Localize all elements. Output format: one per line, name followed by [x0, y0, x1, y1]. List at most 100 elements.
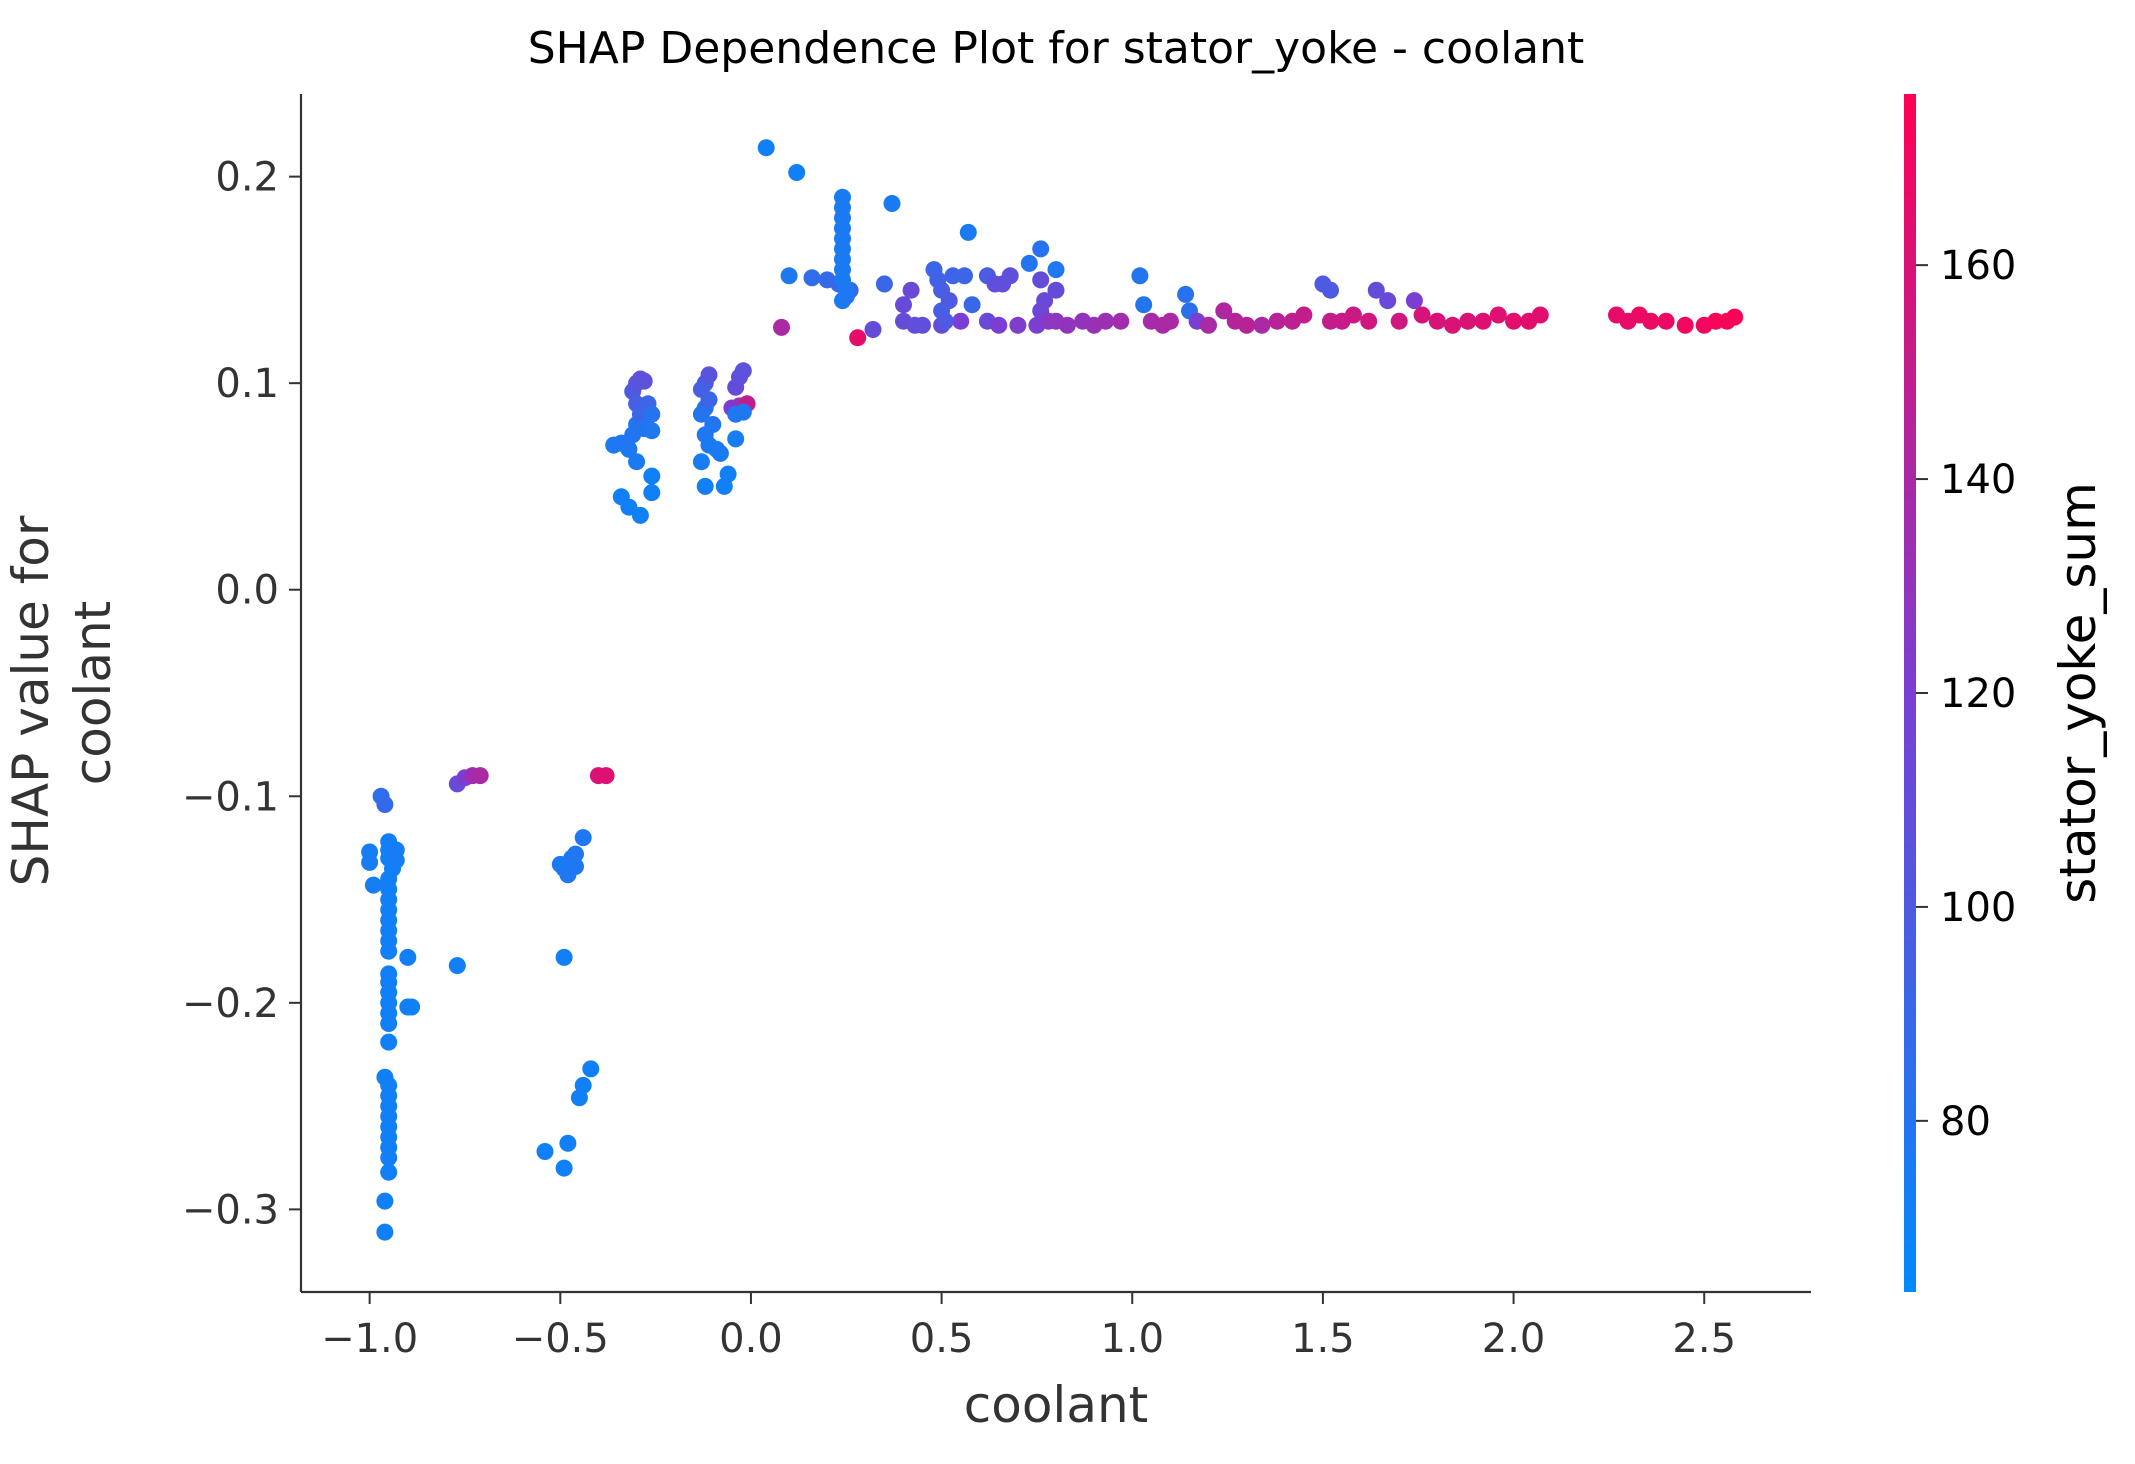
data-point: [1097, 312, 1115, 330]
data-point: [1428, 312, 1446, 330]
data-point: [471, 767, 489, 785]
y-tick-label: −0.3: [182, 1187, 279, 1233]
data-point: [380, 1163, 398, 1181]
data-point: [555, 1159, 573, 1177]
data-point: [376, 1192, 394, 1210]
data-point: [380, 1033, 398, 1051]
data-point: [788, 164, 806, 181]
scatter-points: [361, 139, 1744, 1241]
data-point: [380, 1015, 398, 1032]
data-point: [895, 296, 912, 314]
data-point: [1413, 306, 1431, 324]
y-tick-label: 0.2: [215, 155, 279, 201]
data-point: [570, 1089, 588, 1107]
data-point: [914, 316, 931, 334]
data-point: [376, 1223, 394, 1241]
data-point: [364, 876, 382, 894]
data-point: [803, 269, 821, 287]
x-tick-label: 1.0: [1100, 1316, 1164, 1362]
data-point: [376, 796, 394, 813]
colorbar-ticks: 80 100 120 140 160: [1916, 243, 2016, 1145]
data-point: [380, 942, 398, 960]
colorbar-tick-label: 100: [1940, 885, 2016, 931]
x-tick-label: −1.0: [321, 1316, 418, 1362]
y-tick-label: −0.1: [182, 774, 279, 820]
data-point: [757, 139, 775, 157]
data-point: [734, 362, 752, 380]
data-point: [597, 767, 615, 785]
y-tick-label: 0.1: [215, 361, 279, 407]
data-point: [727, 430, 745, 448]
data-point: [1238, 316, 1256, 334]
data-point: [1322, 281, 1339, 299]
data-point: [635, 372, 653, 390]
chart-title: SHAP Dependence Plot for stator_yoke - c…: [528, 23, 1585, 74]
data-point: [1367, 281, 1385, 299]
y-axis-label: SHAP value for coolant: [2, 500, 122, 887]
data-point: [1009, 316, 1027, 334]
data-point: [1032, 271, 1050, 289]
data-point: [643, 405, 661, 423]
data-point: [773, 318, 790, 336]
y-ticks: −0.3 −0.2 −0.1 0.0 0.1 0.2: [182, 155, 301, 1233]
y-axis-label-line-1: SHAP value for: [2, 515, 60, 886]
data-point: [555, 948, 573, 966]
data-point: [1131, 267, 1149, 285]
data-point: [1295, 306, 1313, 324]
data-point: [643, 484, 661, 502]
data-point: [1657, 312, 1675, 330]
data-point: [952, 312, 970, 330]
colorbar: [1904, 94, 1916, 1292]
x-axis-label: coolant: [964, 1376, 1149, 1434]
x-tick-label: 2.5: [1672, 1316, 1736, 1362]
data-point: [582, 1060, 600, 1078]
data-point: [1001, 267, 1019, 285]
colorbar-label: stator_yoke_sum: [2049, 482, 2107, 904]
data-point: [1505, 312, 1523, 330]
data-point: [883, 195, 901, 212]
data-point: [361, 853, 379, 871]
data-point: [643, 467, 661, 485]
data-point: [1058, 316, 1076, 334]
data-point: [1177, 285, 1195, 303]
data-point: [700, 436, 718, 454]
data-point: [1253, 316, 1271, 334]
data-point: [1020, 254, 1038, 272]
data-point: [628, 453, 646, 471]
y-tick-label: 0.0: [215, 568, 279, 614]
data-point: [1474, 312, 1492, 330]
data-point: [1379, 292, 1397, 310]
data-point: [567, 845, 584, 863]
data-point: [1047, 261, 1065, 279]
data-point: [963, 296, 981, 314]
data-point: [1215, 302, 1233, 320]
data-point: [696, 477, 714, 495]
x-tick-label: −0.5: [512, 1316, 609, 1362]
data-point: [990, 316, 1008, 334]
colorbar-tick-label: 160: [1940, 243, 2016, 289]
data-point: [1405, 292, 1423, 310]
x-tick-label: 1.5: [1291, 1316, 1355, 1362]
data-point: [780, 267, 798, 285]
data-point: [734, 403, 752, 421]
data-point: [1489, 306, 1507, 324]
data-point: [719, 465, 737, 483]
data-point: [1268, 312, 1286, 330]
data-point: [643, 422, 661, 440]
y-axis-label-line-2: coolant: [64, 601, 122, 786]
data-point: [631, 506, 649, 524]
data-point: [1726, 308, 1744, 326]
data-point: [567, 858, 584, 875]
data-point: [849, 329, 867, 347]
data-point: [692, 453, 710, 471]
data-point: [380, 1149, 398, 1167]
data-point: [1135, 296, 1153, 314]
x-ticks: −1.0 −0.5 0.0 0.5 1.0 1.5 2.0 2.5: [321, 1292, 1736, 1362]
data-point: [1161, 312, 1179, 330]
data-point: [692, 380, 710, 398]
data-point: [956, 267, 973, 285]
data-point: [1344, 306, 1362, 324]
y-tick-label: −0.2: [182, 981, 279, 1027]
data-point: [448, 957, 466, 975]
